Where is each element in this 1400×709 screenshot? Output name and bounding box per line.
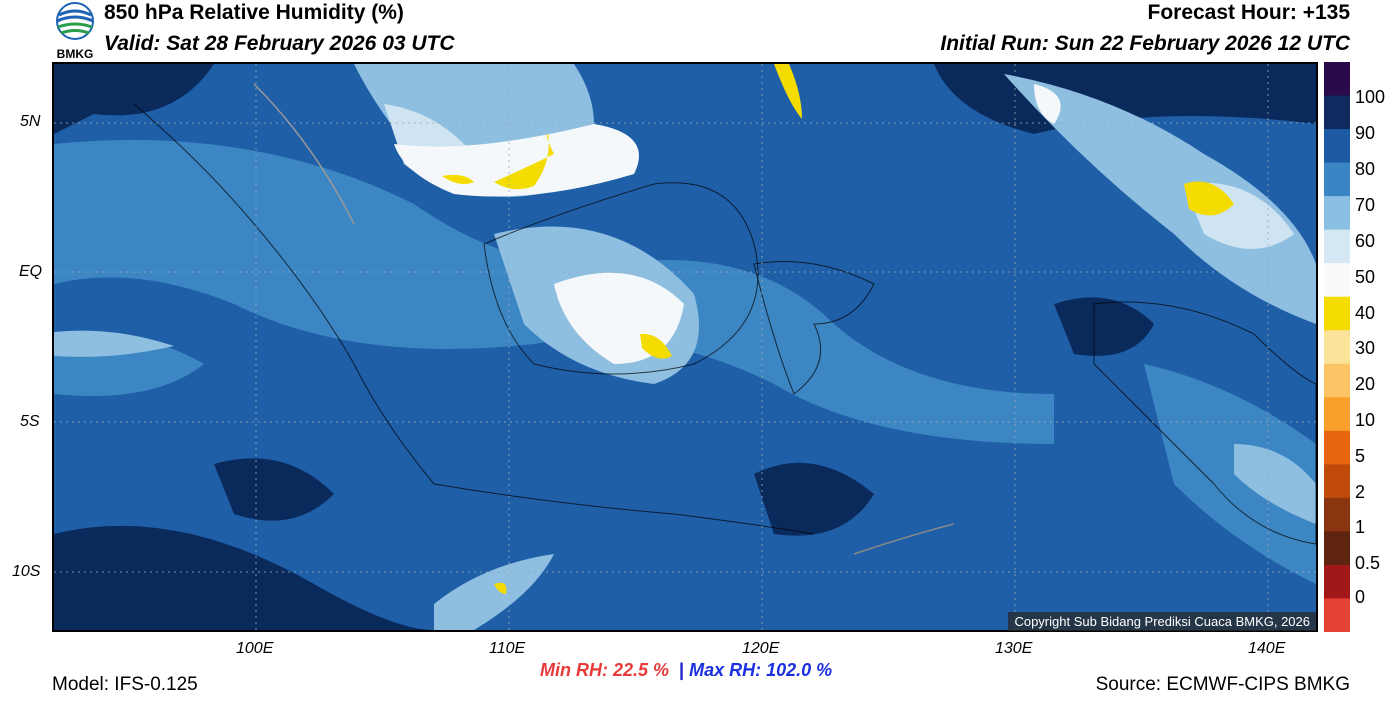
logo-text: BMKG [57,47,94,61]
chart-title: 850 hPa Relative Humidity (%) [104,1,404,24]
colorbar-label-50: 50 [1355,267,1376,287]
initial-run: Initial Run: Sun 22 February 2026 12 UTC [940,32,1350,55]
valid-time: Valid: Sat 28 February 2026 03 UTC [104,32,455,55]
colorbar-swatch [1324,229,1350,264]
colorbar-label-5: 5 [1355,446,1366,466]
colorbar-label-30: 30 [1355,338,1376,358]
colorbar-swatch [1324,62,1350,97]
lon-label-120e: 120E [742,640,780,657]
colorbar-swatch [1324,330,1350,365]
min-max-separator: | [679,660,685,680]
lon-label-140e: 140E [1248,640,1286,657]
lat-label-5s: 5S [20,413,40,430]
colorbar-swatch [1324,397,1350,432]
copyright-notice: Copyright Sub Bidang Prediksi Cuaca BMKG… [1008,612,1316,631]
colorbar-swatch [1324,464,1350,499]
colorbar-label-0-5: 0.5 [1355,553,1381,573]
humidity-map [52,62,1318,632]
bmkg-logo: BMKG [52,1,98,61]
colorbar-label-70: 70 [1355,195,1376,215]
max-rh: Max RH: 102.0 % [689,660,833,680]
colorbar-label-10: 10 [1355,410,1376,430]
forecast-hour: Forecast Hour: +135 [1147,1,1351,24]
colorbar-swatch [1324,263,1350,298]
model-name: Model: IFS-0.125 [52,674,198,695]
colorbar-swatch [1324,196,1350,231]
colorbar-swatch [1324,598,1350,633]
colorbar-swatch [1324,363,1350,398]
colorbar-label-100: 100 [1355,87,1386,107]
colorbar-label-90: 90 [1355,123,1376,143]
colorbar-label-60: 60 [1355,231,1376,251]
colorbar-label-40: 40 [1355,303,1376,323]
min-rh: Min RH: 22.5 % [540,660,670,680]
min-max-rh: Min RH: 22.5 % | Max RH: 102.0 % [540,660,832,681]
colorbar-label-20: 20 [1355,374,1376,394]
colorbar-swatch [1324,564,1350,599]
lon-label-100e: 100E [236,640,274,657]
colorbar [1324,62,1350,633]
colorbar-label-0: 0 [1355,587,1366,607]
lon-label-130e: 130E [995,640,1033,657]
colorbar-label-80: 80 [1355,159,1376,179]
lat-label-10s: 10S [12,563,41,580]
colorbar-swatches [1324,62,1350,633]
lon-label-110e: 110E [489,640,526,657]
colorbar-swatch [1324,162,1350,197]
data-source: Source: ECMWF-CIPS BMKG [1095,674,1350,695]
colorbar-swatch [1324,430,1350,465]
lat-label-eq: EQ [19,263,43,280]
colorbar-label-2: 2 [1355,482,1366,502]
colorbar-swatch [1324,531,1350,566]
colorbar-swatch [1324,497,1350,532]
colorbar-label-1: 1 [1355,517,1366,537]
colorbar-swatch [1324,95,1350,130]
colorbar-swatch [1324,129,1350,164]
humidity-field [54,64,1316,630]
lat-label-5n: 5N [20,113,41,130]
colorbar-swatch [1324,296,1350,331]
